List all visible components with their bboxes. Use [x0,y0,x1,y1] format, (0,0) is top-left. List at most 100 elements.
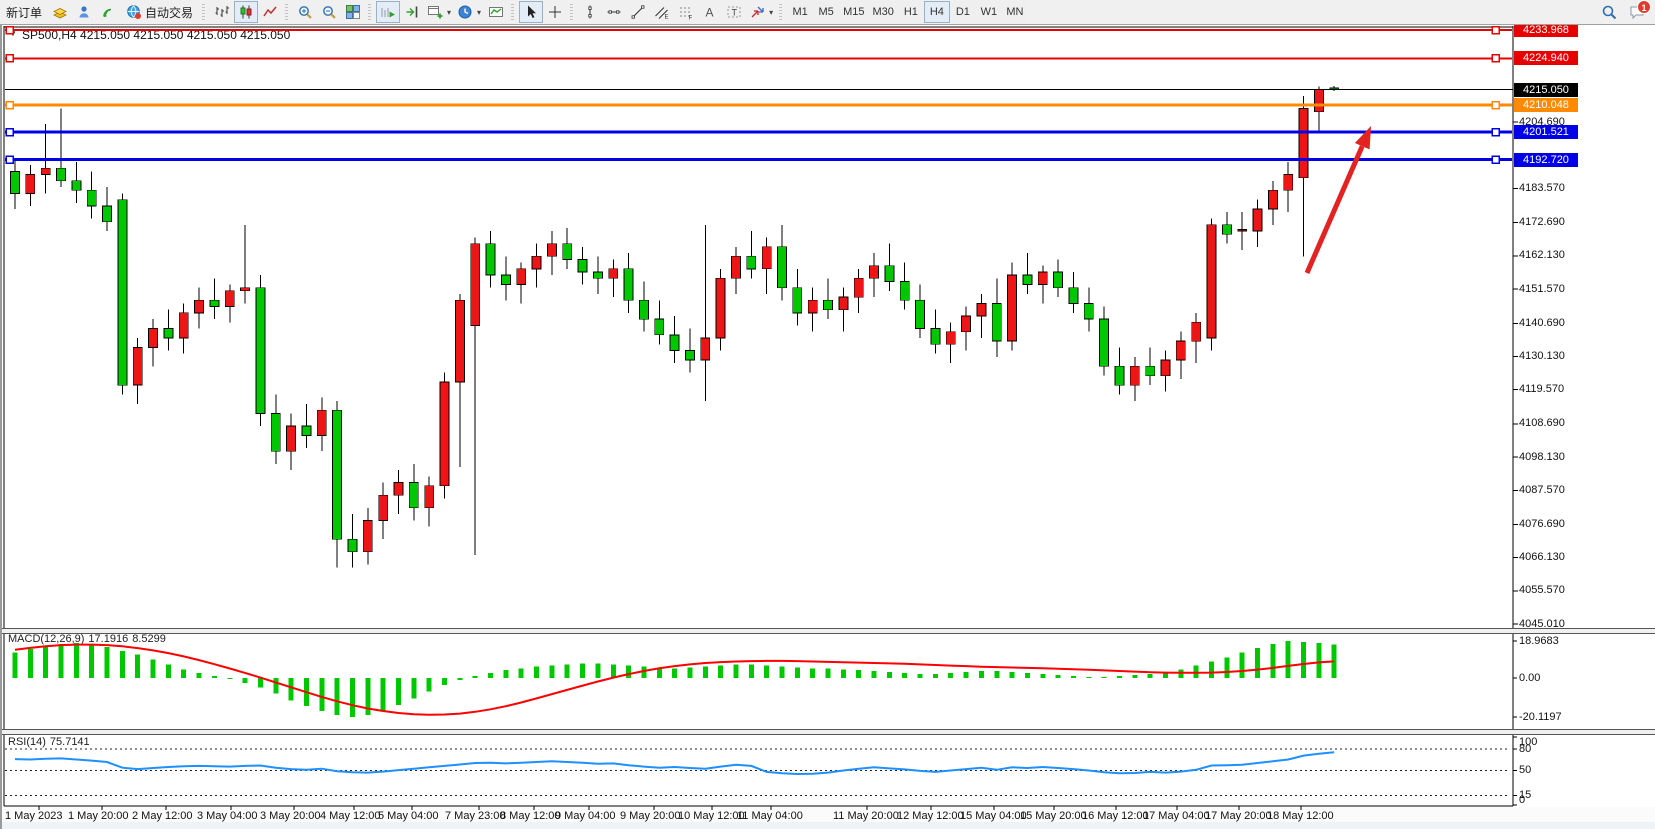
candle-body [1037,271,1048,285]
bar-chart-icon [215,6,230,17]
vertical-line-icon [588,5,592,19]
fibonacci-button[interactable]: F [674,1,698,23]
candlestick-icon [240,5,252,19]
macd-histogram-bar [1331,644,1337,678]
svg-text:T: T [732,8,738,18]
search-button[interactable] [1597,1,1621,23]
periods-button[interactable]: ▾ [454,1,484,23]
indicators-button[interactable] [484,1,508,23]
toolbar-grip[interactable] [779,4,783,20]
candle-body [899,281,910,301]
toolbar-grip[interactable] [285,4,289,20]
timeframe-m15-button[interactable]: M15 [839,1,869,23]
candle-body [362,520,373,553]
line-handle[interactable] [5,155,14,164]
candle-body [715,277,726,339]
toolbar-grip[interactable] [202,4,206,20]
line-handle[interactable] [1491,127,1500,137]
timeframe-h4-button[interactable]: H4 [923,1,950,23]
candle-body [1298,108,1309,179]
crosshair-button[interactable] [543,1,567,23]
candle-body [178,312,189,339]
candle-body [332,409,342,540]
trend-arrow[interactable] [1304,145,1365,274]
periods-dropdown-caret[interactable]: ▾ [477,7,482,17]
zoom-in-button[interactable] [293,1,317,23]
line-handle[interactable] [1491,54,1500,63]
text-button[interactable]: A [698,1,722,23]
tile-windows-icon [346,5,361,19]
line-handle[interactable] [5,25,14,35]
candle-body [562,243,573,260]
new-chart-button[interactable]: ▾ [424,1,454,23]
cursor-button[interactable] [519,1,544,23]
timeframe-m5-button[interactable]: M5 [813,1,840,23]
metaeditor-button[interactable] [72,1,96,23]
chart-shift-button[interactable] [400,1,424,23]
signals-button[interactable] [96,1,120,23]
macd-histogram-bar [1255,647,1260,678]
panel-separator[interactable] [0,628,1655,634]
line-handle[interactable] [1491,25,1500,35]
candlestick-chart-button[interactable] [234,1,259,23]
trend-arrow-head[interactable] [1354,126,1371,150]
line-handle[interactable] [5,127,14,137]
label-t-icon: T [727,6,741,18]
macd-histogram-bar [365,678,371,715]
timeframe-h1-button[interactable]: H1 [897,1,924,23]
new-order-button[interactable]: 新订单 [0,1,48,23]
time-axis-strip [0,807,1655,822]
new-chart-dropdown-caret[interactable]: ▾ [447,7,452,17]
autotrading-label: 自动交易 [145,5,194,20]
candle-body [639,299,649,320]
tile-windows-button[interactable] [341,1,365,23]
timeframe-m30-button[interactable]: M30 [868,1,898,23]
candle-body [86,189,97,207]
autotrading-button[interactable]: 自动交易 [120,1,199,23]
candle-body [945,331,956,345]
arrows-button[interactable]: ▾ [746,1,776,23]
macd-histogram-bar [917,674,923,678]
chart-frame [3,26,1514,807]
candle-body [853,277,864,298]
charts-list-button[interactable] [48,1,72,23]
macd-histogram-bar [181,669,187,678]
timeframe-w1-button[interactable]: W1 [975,1,1002,23]
candle-body [25,174,36,194]
vertical-line-button[interactable] [578,1,602,23]
chart-shift-icon [406,6,418,18]
arrows-dropdown-caret[interactable]: ▾ [769,7,774,17]
text-label-button[interactable]: T [722,1,746,23]
macd-histogram-bar [1101,677,1107,678]
horizontal-line-button[interactable] [602,1,626,23]
timeframe-d1-button[interactable]: D1 [949,1,976,23]
zoom-out-button[interactable] [317,1,341,23]
macd-histogram-bar [978,671,984,678]
toolbar-grip[interactable] [511,4,515,20]
candle-body [761,246,772,270]
line-handle[interactable] [5,54,14,63]
timeframe-m1-button[interactable]: M1 [787,1,814,23]
equidistant-channel-button[interactable]: E [650,1,674,23]
macd-histogram-bar [1086,677,1092,678]
macd-histogram-bar [1071,676,1076,678]
macd-label: MACD(12,26,9) 17.1916 8.5299 [8,633,170,645]
timeframe-mn-button[interactable]: MN [1001,1,1028,23]
macd-histogram-bar [442,678,447,685]
line-handle[interactable] [1491,100,1500,110]
toolbar-grip[interactable] [570,4,574,20]
candle-body [654,318,665,336]
trendline-button[interactable] [626,1,650,23]
toolbar-grip[interactable] [368,4,372,20]
macd-histogram-bar [89,644,95,678]
line-handle[interactable] [1491,155,1500,164]
line-chart-button[interactable] [258,1,282,23]
macd-histogram-bar [319,678,325,711]
line-handle[interactable] [5,100,14,110]
bar-chart-button[interactable] [210,1,234,23]
panel-separator[interactable] [0,729,1655,735]
notifications-button[interactable]: 1 [1629,0,1651,20]
candle-body [102,205,112,223]
auto-scroll-button[interactable] [376,1,401,23]
